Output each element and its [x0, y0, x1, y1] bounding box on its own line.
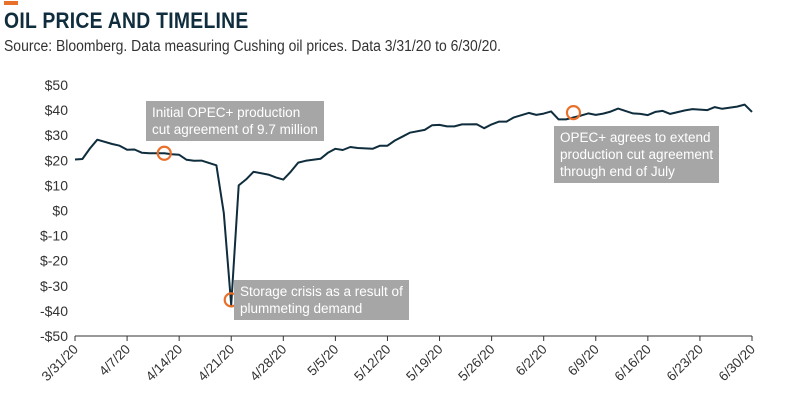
- accent-bar: [4, 1, 18, 5]
- x-tick-label: 6/23/20: [664, 342, 706, 384]
- series-line: [74, 103, 753, 306]
- annotation-line: OPEC+ agrees to extend: [560, 130, 711, 145]
- y-tick-label: $10: [45, 177, 69, 193]
- y-tick-label: $-20: [40, 253, 68, 269]
- y-tick-label: -$40: [40, 303, 68, 319]
- annotation-marker: [565, 105, 582, 121]
- chart-title: OIL PRICE AND TIMELINE: [4, 8, 249, 33]
- y-tick-label: $50: [45, 77, 69, 93]
- x-tick-label: 5/26/20: [455, 342, 497, 384]
- annotation-line: through end of July: [560, 164, 675, 179]
- y-tick-label: $20: [45, 152, 69, 168]
- x-tick-label: 3/31/20: [39, 342, 81, 384]
- x-tick-label: 4/21/20: [195, 342, 237, 384]
- y-tick-label: $30: [45, 127, 69, 143]
- x-tick-label: 5/12/20: [351, 342, 393, 384]
- x-tick-label: 4/7/20: [96, 342, 133, 379]
- annotation-line: cut agreement of 9.7 million: [152, 122, 318, 137]
- annotation-marker: [156, 145, 172, 161]
- annotation-line: Storage crisis as a result of: [240, 284, 403, 299]
- x-tick-label: 6/2/20: [513, 342, 550, 379]
- y-tick-label: $-30: [40, 278, 68, 294]
- y-tick-label: $40: [45, 102, 69, 118]
- annotation-opec-initial: Initial OPEC+ production cut agreement o…: [146, 101, 324, 141]
- annotation-line: production cut agreement: [560, 147, 714, 162]
- y-tick-label: -$50: [40, 328, 68, 344]
- x-tick-label: 6/9/20: [565, 342, 602, 379]
- chart-subtitle: Source: Bloomberg. Data measuring Cushin…: [4, 38, 502, 55]
- x-tick-label: 5/5/20: [304, 342, 341, 379]
- x-tick-label: 6/16/20: [612, 342, 654, 384]
- x-tick-label: 5/19/20: [403, 342, 445, 384]
- x-tick-label: 6/30/20: [716, 342, 758, 384]
- x-tick-label: 4/28/20: [247, 342, 289, 384]
- annotation-line: Initial OPEC+ production: [152, 105, 301, 120]
- x-tick-label: 4/14/20: [143, 342, 185, 384]
- annotation-line: plummeting demand: [240, 301, 363, 316]
- y-tick-label: $0: [52, 203, 68, 219]
- y-tick-label: $-10: [40, 228, 68, 244]
- annotation-storage-crisis: Storage crisis as a result of plummeting…: [234, 280, 409, 320]
- annotation-opec-extend: OPEC+ agrees to extend production cut ag…: [554, 126, 720, 183]
